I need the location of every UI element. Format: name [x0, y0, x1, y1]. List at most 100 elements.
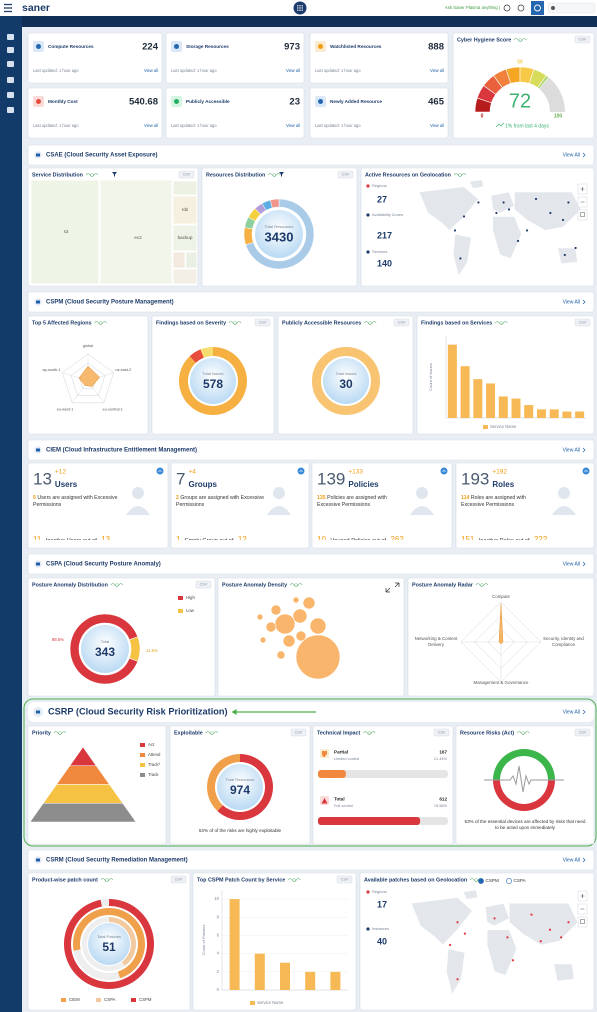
- card-title: Storage Resources: [186, 44, 229, 49]
- info-button[interactable]: [440, 467, 448, 475]
- radio-button[interactable]: [506, 878, 512, 884]
- bar: [524, 405, 534, 418]
- pyramid-tier: [29, 802, 137, 823]
- view-all-link[interactable]: View All: [563, 561, 580, 567]
- search-icon[interactable]: [503, 4, 511, 12]
- zoom-button[interactable]: [577, 916, 588, 928]
- sidebar-icon[interactable]: [7, 34, 14, 40]
- csv-label: CSV: [183, 173, 191, 177]
- excessive-permissions: 114 Roles are assigned with Excessive Pe…: [461, 495, 526, 508]
- treemap-cell: [172, 195, 198, 225]
- ai-icon-dot: [210, 731, 214, 735]
- filter-icon[interactable]: [279, 172, 284, 177]
- view-all-link[interactable]: View All: [563, 152, 580, 158]
- csv-button[interactable]: [170, 875, 187, 884]
- ai-icon-dot: [233, 321, 237, 325]
- csv-button[interactable]: [574, 318, 591, 327]
- sidebar: [0, 16, 22, 1012]
- sidebar-icon[interactable]: [7, 107, 14, 113]
- view-all-link[interactable]: View All: [563, 709, 580, 715]
- section-icon-glyph: [36, 710, 40, 714]
- menu-icon[interactable]: [4, 3, 12, 13]
- info-button[interactable]: [156, 467, 164, 475]
- filter-icon[interactable]: [112, 172, 117, 177]
- csv-button[interactable]: [254, 318, 271, 327]
- card-link[interactable]: View all: [430, 68, 444, 73]
- card-updated: Last updated: 1 hour ago: [171, 68, 217, 73]
- entity-name: Groups: [188, 480, 217, 489]
- panel-title: Cyber Hygiene Score: [457, 37, 511, 43]
- ai-icon-dot: [458, 173, 462, 177]
- csv-button[interactable]: [574, 35, 591, 44]
- text-part: Unused Policies out of: [330, 538, 386, 540]
- radar-web: [70, 362, 106, 396]
- radar-web: [62, 353, 114, 404]
- center-disc: [88, 923, 130, 965]
- sidebar-icon[interactable]: [7, 61, 14, 67]
- card-link[interactable]: View all: [286, 68, 300, 73]
- info-button[interactable]: [582, 467, 590, 475]
- gauge-tick-label: 0: [481, 113, 484, 119]
- treemap-label: backup: [178, 235, 193, 240]
- user-menu[interactable]: [547, 2, 596, 14]
- legend-swatch: [250, 1001, 255, 1005]
- location-dot: [574, 246, 577, 250]
- csv-button[interactable]: [178, 170, 195, 179]
- help-icon[interactable]: [517, 4, 525, 12]
- view-all-arrow: [582, 561, 586, 567]
- sidebar-icon[interactable]: [7, 92, 14, 98]
- location-dot: [493, 917, 496, 920]
- legend-swatch: [131, 998, 136, 1002]
- view-all-link[interactable]: View All: [563, 299, 580, 305]
- text-part: 151: [461, 535, 475, 540]
- ai-icon-dot: [272, 173, 276, 177]
- ai-icon-dot: [521, 731, 525, 735]
- impact-percent: 21.44%: [434, 756, 448, 761]
- text-part: 1: [176, 535, 181, 540]
- ask-assistant[interactable]: Ask Saner Plasma anything |: [445, 5, 500, 10]
- stat-icon: [366, 890, 370, 894]
- card-link[interactable]: View all: [144, 68, 158, 73]
- location-dot: [534, 197, 538, 201]
- view-all-link[interactable]: View All: [563, 447, 580, 453]
- radio-button[interactable]: [478, 878, 484, 884]
- card-link[interactable]: View all: [430, 123, 444, 128]
- csv-button[interactable]: [290, 728, 307, 737]
- sidebar-icon[interactable]: [7, 47, 14, 53]
- expand-icon[interactable]: [385, 582, 400, 593]
- radar-label-text: Compute: [476, 594, 526, 600]
- location-dot: [502, 201, 505, 204]
- inactive-summary-text: 1 Empty Group out of 12: [176, 528, 306, 540]
- sidebar-icon[interactable]: [7, 77, 14, 83]
- panel-title: Technical Impact: [317, 730, 361, 736]
- legend-swatch: [178, 609, 183, 613]
- entity-count: 13: [33, 469, 52, 488]
- csv-button[interactable]: [195, 580, 212, 589]
- settings-button[interactable]: [531, 1, 544, 15]
- info-button[interactable]: [297, 467, 305, 475]
- csv-button[interactable]: [337, 170, 354, 179]
- panel: [455, 725, 595, 845]
- center-value: 578: [203, 377, 223, 391]
- view-all-link[interactable]: View All: [563, 857, 580, 863]
- bar: [575, 411, 585, 418]
- panel: [455, 462, 595, 549]
- inactive-summary: 151 Inactive Roles out of 222: [461, 535, 547, 540]
- card-link[interactable]: View all: [144, 123, 158, 128]
- csv-button[interactable]: [336, 875, 353, 884]
- legend-label: High: [186, 595, 195, 600]
- panel-title: Findings based on Severity: [156, 320, 226, 326]
- zoom-button[interactable]: [577, 209, 588, 221]
- bar: [562, 411, 572, 418]
- csv-button[interactable]: [393, 318, 410, 327]
- legend-swatch: [178, 596, 183, 600]
- csv-label: CSV: [398, 321, 406, 325]
- csv-button[interactable]: [574, 728, 591, 737]
- csv-button[interactable]: [433, 728, 450, 737]
- legend-label: Service Name: [257, 1000, 284, 1005]
- treemap-cell: [30, 179, 100, 285]
- radar-label-text: Management & Governance: [470, 680, 532, 686]
- card-link[interactable]: View all: [286, 123, 300, 128]
- density-bubble: [276, 650, 286, 660]
- entity-delta: +4: [188, 469, 196, 476]
